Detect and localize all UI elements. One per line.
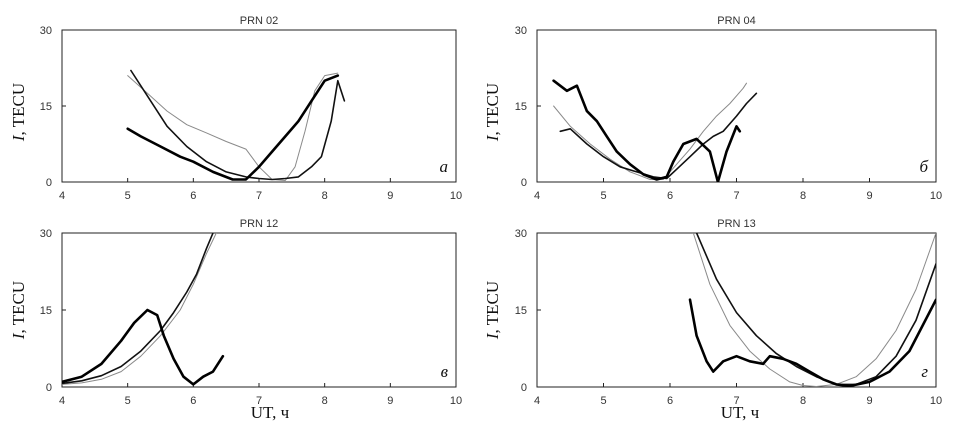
x-axis-label-right: UT, ч: [721, 403, 760, 422]
x-tick-label: 5: [125, 395, 131, 407]
panel-a: PRN 02 4 5 6 7 8 9 10 0 15 30 а: [40, 15, 462, 202]
x-tick-label: 6: [190, 395, 196, 407]
y-axis-label-variable: I: [9, 332, 28, 340]
x-tick-label: 7: [733, 190, 739, 202]
x-tick-label: 10: [930, 395, 942, 407]
y-tick-label: 30: [40, 228, 52, 240]
y-axis-label-panel-b: I, TECU: [483, 83, 502, 142]
series-group-a: [126, 69, 346, 181]
x-tick-label: 4: [534, 395, 540, 407]
x-tick-label: 5: [600, 395, 606, 407]
series-line-thin-gray: [62, 233, 217, 385]
series-line-medium-black: [62, 233, 214, 385]
y-axis-label-variable: I: [9, 134, 28, 142]
panel-letter-b: б: [919, 157, 928, 176]
panel-c: PRN 12 4 5 6 7 8 9 10 0 15 30 в: [40, 218, 462, 407]
series-line-thick-black: [552, 79, 742, 182]
y-tick-label: 0: [521, 382, 527, 394]
x-tick-label: 8: [322, 395, 328, 407]
x-tick-label: 9: [866, 190, 872, 202]
series-line-thick-black: [688, 298, 936, 387]
y-axis-label-variable: I: [483, 332, 502, 340]
panel-letter-c: в: [441, 362, 449, 381]
plot-frame-b: [536, 29, 937, 183]
y-tick-label: 15: [515, 305, 527, 317]
y-axis-label-unit: , TECU: [483, 281, 502, 334]
panel-d: PRN 13 4 5 6 7 8 9 10 0 15 30 г: [515, 218, 942, 407]
x-tick-label: 6: [190, 190, 196, 202]
panel-title-b: PRN 04: [717, 15, 756, 27]
y-tick-label: 15: [40, 101, 52, 113]
y-tick-label: 15: [40, 305, 52, 317]
panel-title-c: PRN 12: [240, 218, 279, 230]
y-tick-label: 15: [515, 101, 527, 113]
x-tick-label: 8: [322, 190, 328, 202]
plot-frame-d: [536, 232, 937, 388]
y-axis-label-panel-c: I, TECU: [9, 281, 28, 340]
panel-b: PRN 04 4 5 6 7 8 9 10 0 15 30 б: [515, 15, 942, 202]
series-line-thick-black: [126, 74, 340, 181]
panel-letter-d: г: [921, 362, 928, 381]
series-line-medium-black: [130, 69, 346, 181]
y-tick-label: 30: [515, 25, 527, 37]
x-tick-label: 10: [930, 190, 942, 202]
x-tick-label: 6: [667, 190, 673, 202]
series-line-thin-gray: [127, 72, 339, 181]
y-tick-label: 0: [521, 177, 527, 189]
plot-frame-a: [61, 29, 457, 183]
x-axis-label-left: UT, ч: [251, 403, 290, 422]
panel-title-d: PRN 13: [717, 218, 756, 230]
x-tick-label: 9: [387, 190, 393, 202]
y-tick-label: 30: [515, 228, 527, 240]
y-axis-label-panel-d: I, TECU: [483, 281, 502, 340]
y-axis-label-unit: , TECU: [9, 281, 28, 334]
panel-letter-a: а: [440, 157, 449, 176]
x-tick-label: 4: [59, 395, 65, 407]
x-tick-label: 7: [256, 395, 262, 407]
series-group-d: [688, 233, 936, 387]
x-tick-label: 10: [450, 190, 462, 202]
x-tick-label: 6: [667, 395, 673, 407]
plot-frame-c: [61, 232, 457, 388]
y-tick-label: 30: [40, 25, 52, 37]
y-axis-label-unit: , TECU: [9, 83, 28, 136]
y-tick-label: 0: [46, 177, 52, 189]
x-tick-label: 5: [600, 190, 606, 202]
x-tick-label: 7: [733, 395, 739, 407]
x-tick-label: 9: [387, 395, 393, 407]
x-tick-label: 8: [800, 190, 806, 202]
series-line-thin-gray: [692, 233, 936, 387]
series-line-thick-black: [62, 308, 225, 386]
y-axis-label-unit: , TECU: [483, 83, 502, 136]
x-tick-label: 4: [59, 190, 65, 202]
y-tick-label: 0: [46, 382, 52, 394]
x-tick-label: 4: [534, 190, 540, 202]
series-line-medium-black: [559, 92, 758, 180]
x-tick-label: 10: [450, 395, 462, 407]
y-axis-label-panel-a: I, TECU: [9, 83, 28, 142]
x-tick-label: 8: [800, 395, 806, 407]
x-tick-label: 7: [256, 190, 262, 202]
panel-title-a: PRN 02: [240, 15, 279, 27]
series-group-c: [62, 233, 225, 386]
x-tick-label: 9: [866, 395, 872, 407]
y-axis-label-variable: I: [483, 134, 502, 142]
x-tick-label: 5: [125, 190, 131, 202]
series-group-b: [552, 79, 758, 182]
